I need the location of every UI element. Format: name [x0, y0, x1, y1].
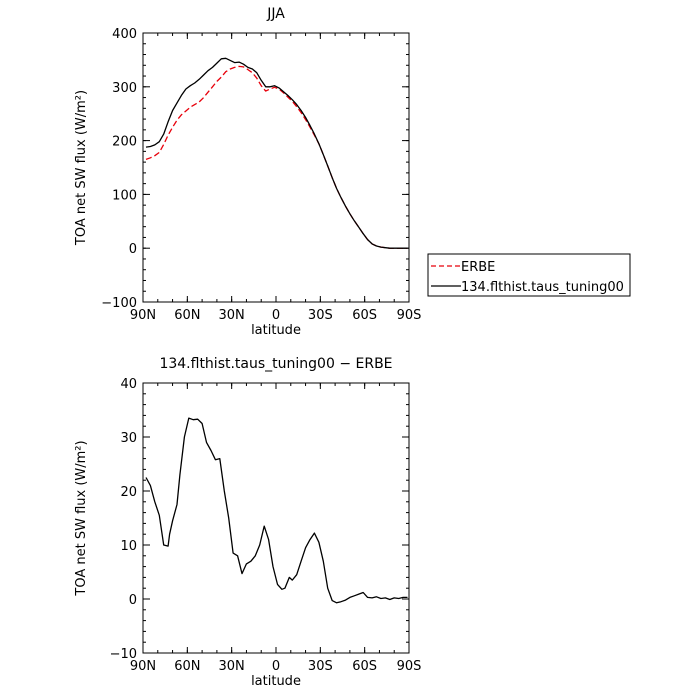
bottom-y-tick-label: 20	[120, 485, 137, 500]
bottom-x-tick-label: 30N	[219, 659, 245, 674]
top-y-tick-label: −100	[101, 296, 137, 311]
bottom-series-line-0	[145, 417, 408, 604]
legend-box	[427, 253, 631, 297]
top-series-line-0	[145, 65, 408, 249]
bottom-x-tick-label: 0	[272, 659, 280, 674]
top-x-tick-label: 30S	[308, 308, 333, 323]
top-x-tick-label: 90N	[130, 308, 156, 323]
bottom-x-tick-label: 90S	[397, 659, 422, 674]
top-x-tick-label: 60N	[174, 308, 200, 323]
bottom-y-tick-label: −10	[110, 647, 137, 662]
legend-label-1: 134.flthist.taus_tuning00	[461, 280, 624, 295]
bottom-y-tick-label: 0	[129, 593, 137, 608]
bottom-y-axis-label: TOA net SW flux (W/m²)	[74, 440, 89, 596]
bottom-plot-frame	[142, 382, 410, 654]
top-x-tick-label: 30N	[219, 308, 245, 323]
top-series-line-1	[145, 57, 408, 249]
top-x-tick-label: 0	[272, 308, 280, 323]
bottom-x-tick-label: 60S	[352, 659, 377, 674]
top-y-axis-label: TOA net SW flux (W/m²)	[74, 90, 89, 246]
top-plot-frame	[142, 32, 410, 303]
bottom-y-tick-label: 40	[120, 377, 137, 392]
bottom-y-tick-label: 10	[120, 539, 137, 554]
top-y-tick-label: 0	[129, 242, 137, 257]
top-y-tick-label: 400	[112, 27, 137, 42]
top-y-tick-label: 100	[112, 188, 137, 203]
top-y-tick-label: 200	[112, 135, 137, 150]
top-y-tick-label: 300	[112, 81, 137, 96]
legend-label-0: ERBE	[461, 260, 495, 275]
bottom-x-tick-label: 30S	[308, 659, 333, 674]
bottom-x-tick-label: 60N	[174, 659, 200, 674]
top-x-tick-label: 60S	[352, 308, 377, 323]
top-x-tick-label: 90S	[397, 308, 422, 323]
bottom-y-tick-label: 30	[120, 431, 137, 446]
bottom-x-axis-label: latitude	[251, 674, 301, 689]
bottom-x-tick-label: 90N	[130, 659, 156, 674]
bottom-chart-title: 134.flthist.taus_tuning00 − ERBE	[159, 356, 392, 372]
top-x-axis-label: latitude	[251, 323, 301, 338]
top-chart-title: JJA	[266, 6, 285, 22]
